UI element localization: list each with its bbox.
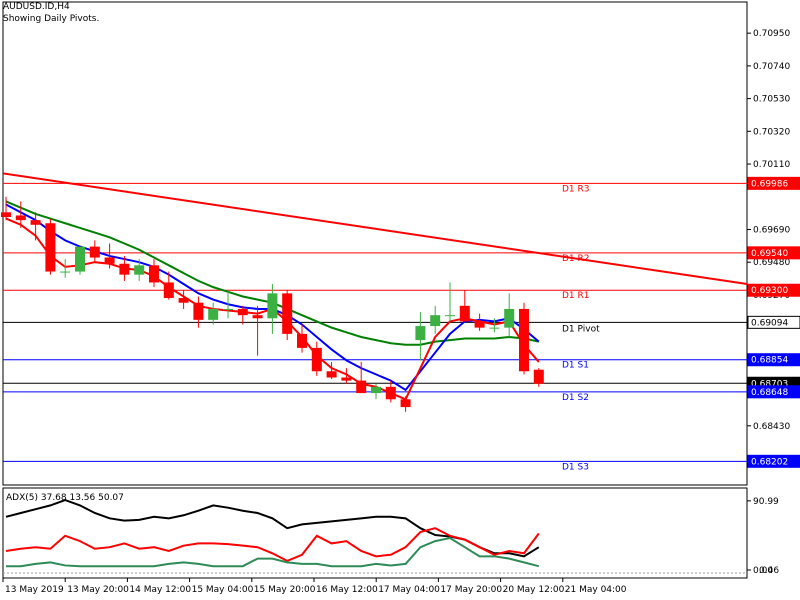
time-tick-label: 16 May 12:00 xyxy=(316,585,378,595)
price-tag-label: 0.69300 xyxy=(751,286,788,296)
candle xyxy=(356,380,367,394)
candle xyxy=(104,257,115,264)
chart-subtitle: Showing Daily Pivots. xyxy=(3,14,100,24)
candle xyxy=(89,246,100,258)
price-tick-label: 0.70530 xyxy=(753,95,790,105)
candle xyxy=(223,308,233,310)
time-tick-label: 14 May 12:00 xyxy=(129,585,191,595)
price-tag xyxy=(747,176,800,190)
candle xyxy=(134,265,145,275)
price-tag-label: 0.69094 xyxy=(751,318,788,328)
time-tick-label: 13 May 20:00 xyxy=(67,585,129,595)
price-tag xyxy=(747,246,800,260)
adx-title: ADX(5) 37.68 13.56 50.07 xyxy=(6,493,124,503)
candle xyxy=(430,315,441,327)
candle xyxy=(400,399,411,408)
candle xyxy=(119,263,130,275)
time-tick-label: 20 May 12:00 xyxy=(503,585,565,595)
candle xyxy=(474,321,485,328)
candle xyxy=(60,271,71,273)
price-tick-label: 0.70320 xyxy=(753,127,790,137)
price-tag xyxy=(747,385,800,399)
candle xyxy=(282,293,293,334)
adx-plus-di-line xyxy=(5,527,540,562)
time-tick-label: 17 May 04:00 xyxy=(378,585,440,595)
candle xyxy=(533,369,544,384)
pivot-level-label: D1 S2 xyxy=(562,393,589,403)
time-tick-label: 17 May 20:00 xyxy=(440,585,502,595)
candle xyxy=(30,220,41,225)
candle xyxy=(1,212,11,218)
price-tag xyxy=(747,315,800,329)
candle xyxy=(237,308,248,316)
candle xyxy=(297,333,307,348)
price-tick-label: 0.70950 xyxy=(753,29,790,39)
candle xyxy=(311,347,322,372)
candle xyxy=(178,298,189,303)
candle xyxy=(45,223,56,272)
candle xyxy=(519,308,529,372)
adx-tick-label: 90.99 xyxy=(753,497,779,507)
candle xyxy=(459,305,470,322)
adx-plot-frame xyxy=(2,487,748,579)
price-tick-label: 0.69690 xyxy=(753,225,790,235)
adx-tick-label: 0.00 xyxy=(753,566,773,576)
price-tick-label: 0.69480 xyxy=(753,258,790,268)
candle xyxy=(445,315,455,317)
time-tick-label: 13 May 2019 xyxy=(5,585,64,595)
candle xyxy=(208,308,219,320)
candle xyxy=(15,215,26,221)
candle xyxy=(341,377,352,381)
candle xyxy=(326,371,337,378)
price-tag-label: 0.69540 xyxy=(751,249,788,259)
candle xyxy=(504,308,515,328)
pivot-level-label: D1 R1 xyxy=(562,291,590,301)
pivot-level-label: D1 R3 xyxy=(562,184,590,194)
pivot-level-label: D1 S3 xyxy=(562,462,589,472)
adx-tick-label: 0.46 xyxy=(759,566,779,576)
price-tick-label: 0.70740 xyxy=(753,62,790,72)
price-tag xyxy=(747,353,800,367)
candle xyxy=(385,386,396,400)
candle xyxy=(489,327,500,329)
price-tag-label: 0.69986 xyxy=(751,179,788,189)
price-tag-label: 0.68202 xyxy=(751,457,788,467)
pivot-level-label: D1 Pivot xyxy=(562,324,600,334)
candle xyxy=(415,326,426,341)
pivot-level-label: D1 S1 xyxy=(562,361,589,371)
adx-minus-di-line xyxy=(6,537,540,568)
candle xyxy=(267,293,278,319)
price-tag-label: 0.68703 xyxy=(751,379,788,389)
candle xyxy=(163,282,174,299)
time-tick-label: 15 May 04:00 xyxy=(192,585,254,595)
chart-symbol: AUDUSD.ID,H4 xyxy=(3,2,70,12)
price-tag-label: 0.68648 xyxy=(751,388,788,398)
candle xyxy=(252,315,263,319)
main-plot-frame xyxy=(2,1,748,486)
candle xyxy=(75,246,85,272)
candle xyxy=(371,386,381,394)
time-tick-label: 15 May 20:00 xyxy=(254,585,316,595)
candle xyxy=(149,265,159,283)
price-tag xyxy=(747,283,800,297)
price-tag-label: 0.68854 xyxy=(751,356,788,366)
price-tag xyxy=(747,454,800,468)
adx-main-line xyxy=(5,499,540,558)
price-tick-label: 0.68430 xyxy=(753,422,790,432)
time-tick-label: 21 May 04:00 xyxy=(565,585,627,595)
candle xyxy=(193,302,204,320)
trendline xyxy=(2,172,748,285)
price-tick-label: 0.70110 xyxy=(753,160,790,170)
